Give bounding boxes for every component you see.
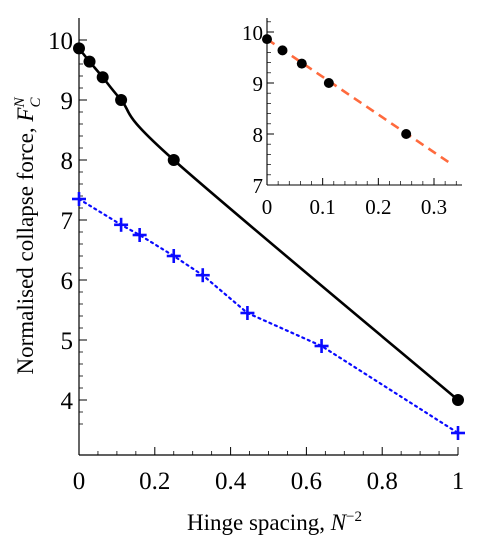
y-tick-label: 4 bbox=[61, 388, 74, 415]
inset-data-point bbox=[323, 78, 334, 88]
inset-background bbox=[267, 18, 462, 185]
y-tick-label: 8 bbox=[61, 148, 74, 175]
inset-y-tick-label: 7 bbox=[253, 174, 264, 198]
inset-data-point bbox=[277, 45, 288, 56]
x-axis-label: Hinge spacing, N−2 bbox=[187, 509, 362, 535]
x-tick-label: 0 bbox=[73, 468, 86, 495]
series-dotted-line bbox=[77, 197, 460, 435]
y-tick-label: 10 bbox=[48, 28, 73, 55]
inset-data-point bbox=[401, 129, 412, 139]
inset-y-tick-label: 10 bbox=[242, 21, 263, 45]
x-tick-label: 0.8 bbox=[367, 468, 398, 495]
data-point-circle bbox=[96, 71, 109, 84]
inset-x-tick-label: 0 bbox=[262, 195, 273, 219]
y-tick-label: 9 bbox=[61, 88, 74, 115]
data-point-circle bbox=[452, 394, 464, 406]
y-tick-label: 5 bbox=[61, 328, 74, 355]
data-point-circle bbox=[115, 94, 128, 106]
inset-plot: 0 0.1 0.2 0.3 7 8 9 10 bbox=[242, 18, 462, 219]
data-point-circle bbox=[83, 55, 96, 68]
y-axis-label: Normalised collapse force, FNC bbox=[12, 97, 44, 375]
inset-fit-dashed-line bbox=[266, 38, 452, 165]
inset-x-tick-label: 0.2 bbox=[365, 195, 391, 219]
inset-data-point bbox=[262, 34, 272, 45]
x-tick-label: 1 bbox=[452, 468, 465, 495]
x-tick-label: 0.2 bbox=[139, 468, 170, 495]
x-tick-label: 0.6 bbox=[291, 468, 322, 495]
inset-x-tick-label: 0.3 bbox=[421, 195, 447, 219]
y-tick-label: 7 bbox=[61, 208, 74, 235]
inset-x-tick-label: 0.1 bbox=[310, 195, 336, 219]
y-tick-label: 6 bbox=[61, 268, 74, 295]
data-point-circle bbox=[73, 42, 85, 55]
inset-y-tick-label: 8 bbox=[253, 123, 264, 147]
data-point-circle bbox=[167, 154, 180, 166]
inset-y-tick-label: 9 bbox=[253, 72, 264, 96]
inset-data-point bbox=[296, 58, 307, 69]
x-tick-label: 0.4 bbox=[215, 468, 247, 495]
